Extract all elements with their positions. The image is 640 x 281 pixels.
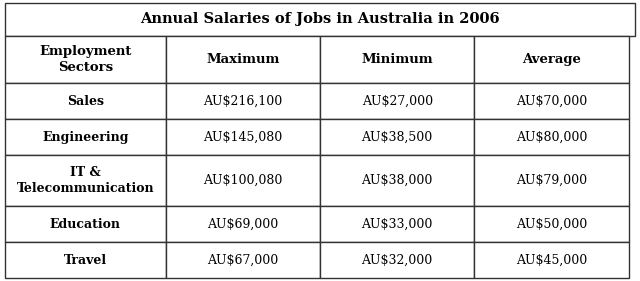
- Bar: [166, 242, 320, 278]
- Bar: [166, 155, 320, 206]
- Bar: [5, 83, 166, 119]
- Bar: [474, 155, 628, 206]
- Bar: [474, 119, 628, 155]
- Text: AU$69,000: AU$69,000: [207, 218, 278, 231]
- Bar: [320, 36, 474, 83]
- Bar: [166, 83, 320, 119]
- Bar: [320, 155, 474, 206]
- Bar: [474, 206, 628, 242]
- Text: Engineering: Engineering: [42, 131, 129, 144]
- Text: AU$32,000: AU$32,000: [362, 253, 433, 267]
- Text: AU$79,000: AU$79,000: [516, 174, 587, 187]
- Text: AU$67,000: AU$67,000: [207, 253, 278, 267]
- Text: IT &
Telecommunication: IT & Telecommunication: [17, 166, 154, 195]
- Text: Annual Salaries of Jobs in Australia in 2006: Annual Salaries of Jobs in Australia in …: [140, 12, 500, 26]
- Bar: [5, 3, 635, 36]
- Text: AU$38,500: AU$38,500: [362, 131, 433, 144]
- Text: Travel: Travel: [64, 253, 107, 267]
- Bar: [320, 242, 474, 278]
- Text: AU$45,000: AU$45,000: [516, 253, 587, 267]
- Bar: [474, 83, 628, 119]
- Text: Maximum: Maximum: [206, 53, 280, 66]
- Text: AU$50,000: AU$50,000: [516, 218, 587, 231]
- Text: Education: Education: [50, 218, 121, 231]
- Bar: [320, 83, 474, 119]
- Bar: [320, 206, 474, 242]
- Text: Sales: Sales: [67, 95, 104, 108]
- Bar: [5, 242, 166, 278]
- Bar: [474, 36, 628, 83]
- Bar: [320, 119, 474, 155]
- Text: AU$70,000: AU$70,000: [516, 95, 587, 108]
- Bar: [166, 206, 320, 242]
- Text: Average: Average: [522, 53, 581, 66]
- Text: AU$100,080: AU$100,080: [203, 174, 282, 187]
- Bar: [5, 155, 166, 206]
- Bar: [5, 119, 166, 155]
- Text: AU$216,100: AU$216,100: [204, 95, 282, 108]
- Text: Minimum: Minimum: [362, 53, 433, 66]
- Text: AU$33,000: AU$33,000: [362, 218, 433, 231]
- Bar: [5, 206, 166, 242]
- Bar: [474, 242, 628, 278]
- Text: AU$145,080: AU$145,080: [204, 131, 282, 144]
- Text: AU$27,000: AU$27,000: [362, 95, 433, 108]
- Bar: [5, 36, 166, 83]
- Text: Employment
Sectors: Employment Sectors: [39, 45, 131, 74]
- Text: AU$38,000: AU$38,000: [362, 174, 433, 187]
- Text: AU$80,000: AU$80,000: [516, 131, 588, 144]
- Bar: [166, 36, 320, 83]
- Bar: [166, 119, 320, 155]
